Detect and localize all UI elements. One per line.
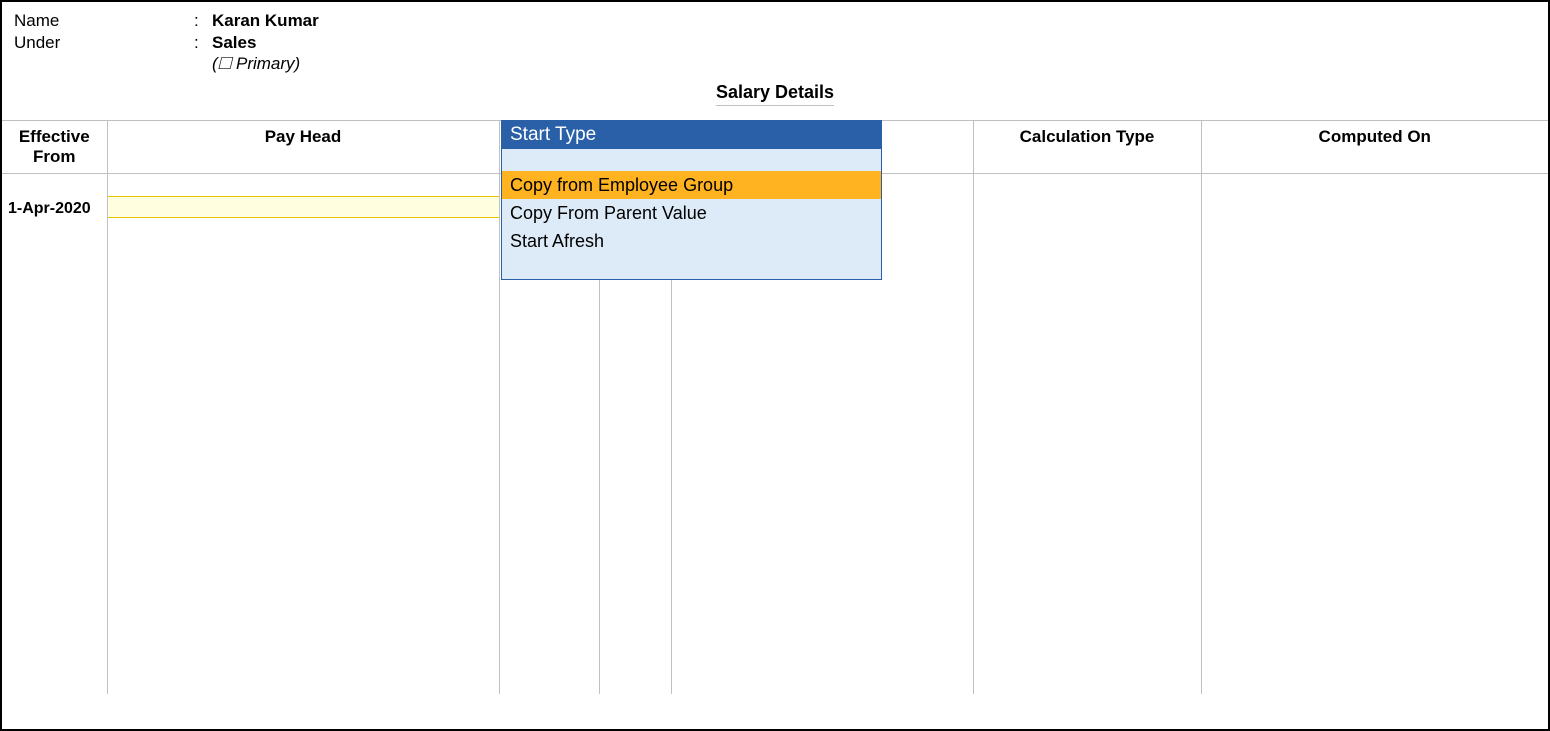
under-subline: (🞎 Primary): [212, 54, 1536, 74]
salary-details-screen: Name : Karan Kumar Under : Sales (🞎 Prim…: [0, 0, 1550, 731]
cell-calculation-type[interactable]: [973, 174, 1201, 694]
col-pay-head: Pay Head: [107, 121, 499, 174]
dropdown-item-start-afresh[interactable]: Start Afresh: [502, 227, 881, 255]
dropdown-item-copy-from-parent-value[interactable]: Copy From Parent Value: [502, 199, 881, 227]
employee-header: Name : Karan Kumar Under : Sales (🞎 Prim…: [2, 2, 1548, 120]
dropdown-item-copy-from-employee-group[interactable]: Copy from Employee Group: [502, 171, 881, 199]
effective-from-value: 1-Apr-2020: [8, 178, 101, 218]
start-type-dropdown: Start Type Copy from Employee Group Copy…: [501, 120, 882, 280]
dropdown-title: Start Type: [502, 121, 881, 149]
cell-pay-head: [107, 174, 499, 694]
under-row: Under : Sales: [14, 32, 1536, 54]
name-value: Karan Kumar: [212, 10, 319, 32]
col-calculation-type: Calculation Type: [973, 121, 1201, 174]
colon: :: [194, 10, 212, 32]
section-title-row: Salary Details: [14, 82, 1536, 106]
colon: :: [194, 32, 212, 54]
dropdown-padding: [502, 255, 881, 279]
cell-computed-on[interactable]: [1201, 174, 1548, 694]
name-label: Name: [14, 10, 194, 32]
dropdown-spacer: [502, 149, 881, 171]
section-title: Salary Details: [716, 82, 834, 106]
under-value: Sales: [212, 32, 256, 54]
pay-head-input[interactable]: [108, 196, 499, 218]
cell-effective-from: 1-Apr-2020: [2, 174, 107, 694]
name-row: Name : Karan Kumar: [14, 10, 1536, 32]
col-computed-on: Computed On: [1201, 121, 1548, 174]
col-effective-from: EffectiveFrom: [2, 121, 107, 174]
col-effective-from-label: EffectiveFrom: [19, 127, 90, 166]
under-label: Under: [14, 32, 194, 54]
salary-table-wrapper: EffectiveFrom Pay Head Rate Per Pay Head…: [2, 120, 1548, 694]
